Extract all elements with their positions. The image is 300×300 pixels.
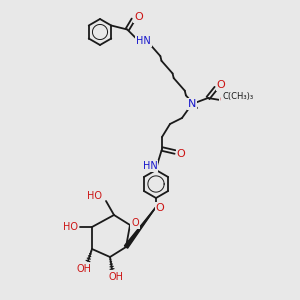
Text: O: O — [134, 11, 142, 22]
Text: C(CH₃)₃: C(CH₃)₃ — [222, 92, 254, 101]
Text: O: O — [220, 95, 228, 105]
Text: OH: OH — [109, 272, 124, 282]
Text: N: N — [188, 99, 196, 109]
Text: O: O — [156, 203, 164, 213]
Text: O: O — [217, 80, 225, 90]
Text: HO: HO — [62, 222, 77, 232]
Text: HO: HO — [86, 191, 101, 201]
Text: O: O — [131, 218, 139, 228]
Text: HN: HN — [136, 35, 151, 46]
Text: O: O — [177, 149, 185, 159]
Polygon shape — [124, 207, 156, 248]
Text: OH: OH — [76, 264, 92, 274]
Text: HN: HN — [142, 161, 158, 171]
